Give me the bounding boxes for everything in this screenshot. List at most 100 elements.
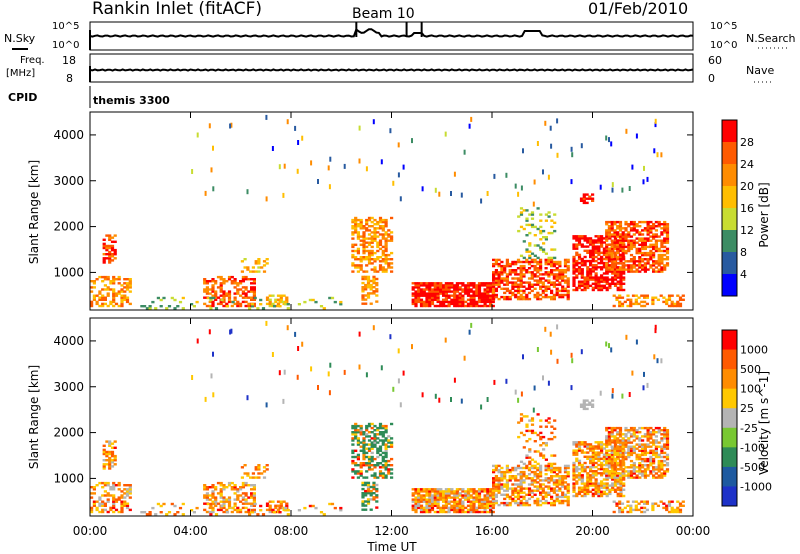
power-cell — [522, 291, 526, 295]
velocity-ylabel: Slant Range [km] — [27, 365, 41, 469]
power-cell — [527, 267, 532, 270]
power-cell — [621, 256, 625, 259]
power-cell — [278, 300, 282, 304]
velocity-cell — [367, 464, 372, 467]
power-cell — [544, 271, 548, 274]
power-cell — [629, 270, 634, 273]
power-cell — [233, 302, 237, 306]
power-cell — [225, 280, 229, 283]
power-cell — [641, 268, 645, 271]
velocity-cell — [438, 397, 441, 403]
power-cell — [500, 295, 504, 299]
velocity-cell — [477, 502, 482, 505]
power-cell — [239, 282, 243, 285]
velocity-cell — [652, 443, 656, 446]
power-cell — [378, 268, 383, 271]
power-cell — [597, 286, 601, 290]
power-cell — [597, 278, 601, 281]
velocity-cell — [591, 465, 595, 469]
power-cell — [492, 291, 496, 295]
velocity-cell — [622, 488, 626, 491]
velocity-cell — [500, 501, 504, 505]
power-cell — [536, 271, 540, 274]
power-cell — [580, 261, 584, 265]
power-cell — [370, 237, 374, 240]
power-cell — [552, 273, 556, 276]
power-cell — [378, 239, 383, 242]
power-cell — [582, 201, 586, 205]
power-cell — [608, 137, 610, 143]
power-cell — [541, 273, 545, 276]
velocity-cell — [621, 441, 625, 444]
velocity-cell — [108, 452, 112, 456]
velocity-cell — [572, 490, 576, 493]
power-cell — [572, 278, 576, 281]
power-cell — [652, 247, 656, 251]
velocity-cell — [351, 424, 355, 428]
power-cell — [607, 270, 611, 273]
power-cell — [591, 239, 595, 242]
power-cell — [522, 227, 526, 231]
power-cell — [613, 237, 618, 240]
velocity-cell — [654, 435, 658, 438]
power-cell — [364, 277, 368, 281]
velocity-cell — [616, 478, 620, 481]
power-cell — [112, 294, 116, 297]
power-cell — [589, 274, 593, 277]
power-cell — [654, 233, 658, 236]
velocity-cell — [616, 464, 620, 467]
power-cell — [511, 283, 515, 286]
velocity-cell — [577, 463, 582, 467]
velocity-cell — [472, 488, 476, 491]
velocity-cell — [455, 504, 459, 507]
power-cell — [550, 143, 553, 149]
velocity-cell — [594, 474, 598, 477]
power-cell — [654, 235, 658, 238]
power-cell — [442, 288, 446, 291]
velocity-cell — [663, 470, 667, 473]
power-cell — [422, 282, 426, 285]
velocity-cell — [550, 487, 554, 490]
power-cell — [236, 288, 240, 291]
power-cell — [428, 300, 432, 304]
power-cell — [214, 280, 218, 283]
power-cell — [530, 252, 535, 255]
velocity-cell — [211, 484, 215, 487]
velocity-cell — [354, 433, 358, 436]
power-cell — [635, 231, 639, 234]
velocity-cell — [450, 504, 454, 507]
velocity-cell — [101, 504, 105, 507]
power-cell — [632, 243, 636, 246]
power-cell — [356, 237, 360, 240]
power-cell — [665, 223, 670, 226]
power-cell — [378, 247, 383, 251]
velocity-cell — [173, 513, 177, 516]
power-cell — [257, 258, 261, 261]
power-cell — [219, 275, 223, 279]
power-cell — [503, 279, 507, 282]
power-cell — [649, 256, 653, 259]
velocity-cell — [378, 462, 383, 465]
velocity-cell — [634, 504, 638, 507]
velocity-cell — [638, 455, 642, 459]
power-cell — [500, 271, 504, 274]
power-cell — [625, 128, 628, 134]
power-cell — [268, 298, 272, 301]
power-cell — [605, 231, 609, 234]
velocity-cell — [632, 439, 636, 442]
velocity-cell — [505, 483, 509, 486]
power-cell — [455, 302, 459, 306]
velocity-cell — [439, 494, 443, 497]
power-cell — [282, 294, 286, 297]
power-cell — [390, 237, 394, 240]
velocity-cell — [572, 443, 576, 446]
power-cell — [577, 255, 582, 259]
power-cell — [618, 296, 622, 299]
velocity-cell — [641, 439, 645, 442]
power-cell — [469, 294, 473, 297]
power-cell — [356, 225, 360, 228]
power-cell — [539, 238, 543, 241]
power-cell — [262, 264, 267, 267]
power-cell — [497, 283, 501, 286]
power-cell — [216, 296, 221, 299]
